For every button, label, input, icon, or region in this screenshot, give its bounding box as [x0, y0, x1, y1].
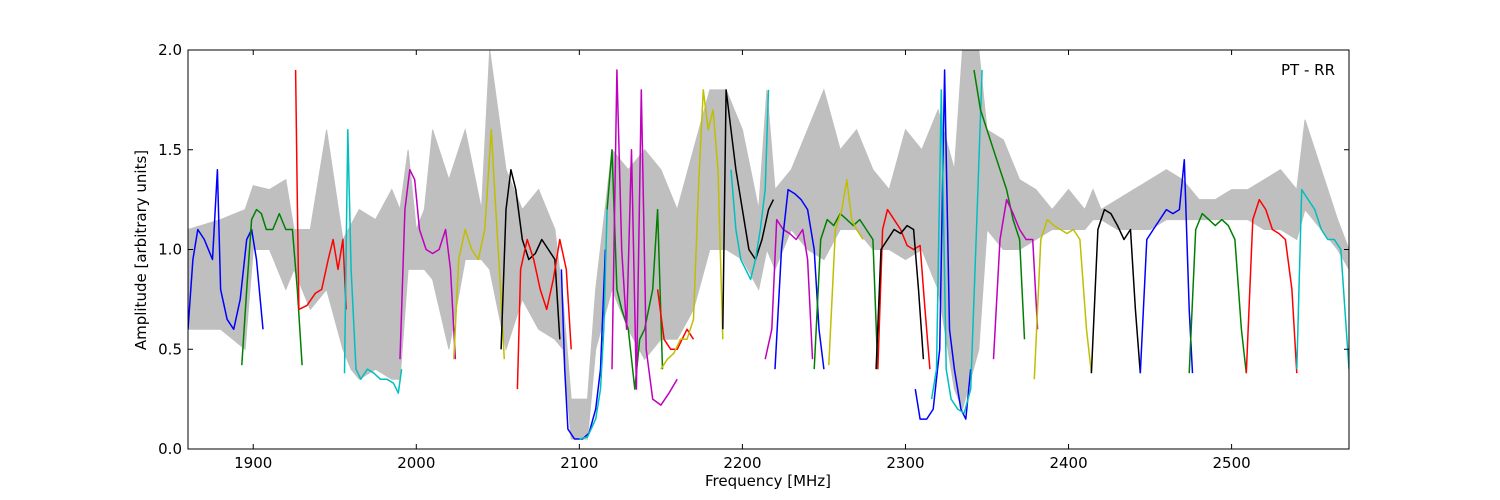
annotation: PT - RR — [1281, 61, 1335, 79]
series-line-12 — [656, 289, 695, 351]
series-line-25 — [992, 198, 1039, 360]
series-line-8 — [560, 249, 607, 440]
series-line-3 — [343, 129, 403, 394]
series-line-24 — [973, 69, 1026, 340]
y-tick-label-1: 0.5 — [158, 340, 182, 358]
series-line-11 — [611, 69, 678, 406]
series-line-10 — [606, 149, 664, 390]
y-tick-label-0: 0.0 — [158, 440, 182, 458]
envelope-band — [188, 50, 1349, 440]
x-tick-label-3: 2200 — [723, 454, 761, 472]
x-tick-label-0: 1900 — [234, 454, 272, 472]
series-line-27 — [1090, 208, 1142, 374]
x-tick-label-2: 2100 — [560, 454, 598, 472]
series-line-29 — [1188, 212, 1248, 374]
series-layer — [188, 69, 1349, 440]
series-line-18 — [813, 212, 879, 370]
series-line-30 — [1245, 198, 1298, 374]
y-tick-label-2: 1.0 — [158, 241, 182, 259]
series-line-6 — [500, 168, 561, 350]
series-line-14 — [722, 89, 775, 330]
series-line-2 — [294, 69, 347, 311]
series-line-16 — [764, 218, 814, 360]
series-line-1 — [241, 208, 303, 366]
series-line-5 — [453, 129, 506, 360]
series-line-31 — [1296, 188, 1349, 370]
y-axis-label: Amplitude [arbitrary units] — [132, 150, 150, 350]
series-line-19 — [828, 178, 864, 366]
x-tick-label-1: 2000 — [397, 454, 435, 472]
series-line-4 — [399, 168, 457, 360]
series-line-28 — [1139, 158, 1194, 374]
x-axis-label: Frequency [MHz] — [705, 472, 831, 490]
x-tick-label-5: 2400 — [1049, 454, 1087, 472]
series-line-7 — [516, 238, 572, 390]
y-tick-label-3: 1.5 — [158, 141, 182, 159]
series-line-15 — [730, 89, 770, 281]
series-line-9 — [579, 209, 608, 440]
x-tick-label-6: 2500 — [1213, 454, 1251, 472]
series-line-21 — [875, 224, 925, 370]
envelope-layer — [188, 50, 1349, 440]
series-line-23 — [930, 69, 983, 414]
series-line-20 — [877, 208, 931, 370]
y-tick-label-4: 2.0 — [158, 41, 182, 59]
series-line-13 — [660, 89, 724, 370]
tick-layer: 1900 2000 2100 2200 2300 2400 2500 0.0 0.5 1.0 1.5… — [158, 41, 1349, 472]
series-line-26 — [1033, 218, 1093, 380]
x-tick-label-4: 2300 — [886, 454, 924, 472]
